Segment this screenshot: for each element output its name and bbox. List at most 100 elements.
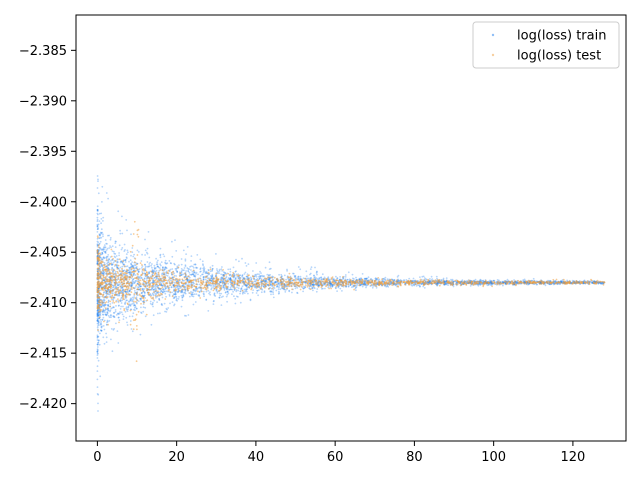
data-point [126,324,129,326]
data-point [283,274,286,277]
data-point [161,273,163,275]
data-point [489,279,491,282]
data-point [140,306,142,309]
data-point [148,265,151,267]
data-point [102,246,105,249]
data-point [152,280,154,283]
data-point [211,275,214,277]
data-point [103,320,105,323]
data-point [187,268,190,270]
data-point [181,291,183,294]
data-point [187,270,190,272]
data-point [186,279,189,281]
data-point [110,284,112,287]
data-point [103,279,106,282]
data-point [178,296,180,298]
data-point [454,279,457,282]
data-point [269,290,272,293]
data-point [155,263,158,266]
data-point [162,291,164,294]
data-point [126,249,129,252]
data-point [100,212,103,215]
data-point [252,270,254,272]
data-point [234,278,237,281]
data-point [487,284,490,286]
data-point [496,279,499,281]
data-point [361,273,364,275]
data-point [202,278,205,280]
data-point [116,312,119,315]
data-point [455,283,457,285]
data-point [138,270,140,273]
data-point [96,228,99,231]
data-point [180,274,183,276]
data-point [112,270,114,273]
data-point [259,275,262,278]
data-point [229,277,232,280]
data-point [99,319,102,321]
data-point [97,339,100,342]
data-point [254,286,256,289]
data-point [211,264,214,267]
data-point [120,311,123,314]
data-point [323,276,326,279]
data-point [294,278,297,281]
data-point [97,352,99,355]
data-point [121,283,124,286]
data-point [139,285,142,288]
data-point [175,299,178,301]
data-point [399,279,402,281]
data-point [477,284,480,287]
data-point [102,308,105,311]
data-point [203,270,206,273]
data-point [245,284,248,287]
data-point [156,263,159,266]
data-point [382,280,385,282]
data-point [138,268,141,270]
data-point [252,289,255,291]
data-point [102,304,105,307]
data-point [185,315,188,317]
data-point [313,284,316,286]
data-point [116,261,118,264]
data-point [281,281,283,283]
data-point [277,282,280,285]
data-point [435,283,438,285]
data-point [303,287,306,289]
data-point [130,291,133,294]
data-point [146,252,149,255]
data-point [102,216,105,219]
data-point [461,279,464,281]
data-point [199,268,202,271]
data-point [107,234,109,237]
data-point [99,312,102,314]
data-point [159,267,161,269]
data-point [320,287,323,290]
data-point [112,292,114,295]
data-point [96,313,99,316]
data-point [119,232,122,235]
data-point [113,269,116,272]
data-point [199,275,202,277]
data-point [129,304,132,307]
data-point [180,305,183,308]
data-point [134,297,137,299]
data-point [245,290,248,293]
data-point [159,312,161,315]
data-point [119,266,122,269]
data-point [99,273,102,275]
data-point [363,281,366,284]
data-point [163,290,165,293]
data-point [121,215,123,218]
data-point [239,290,242,293]
data-point [98,233,101,236]
data-point [108,320,111,322]
data-point [108,247,111,249]
data-point [261,288,264,291]
data-point [134,274,137,276]
data-point [96,312,99,315]
data-point [296,287,299,289]
data-point [100,330,103,332]
data-point [128,290,131,293]
data-point [145,313,148,316]
